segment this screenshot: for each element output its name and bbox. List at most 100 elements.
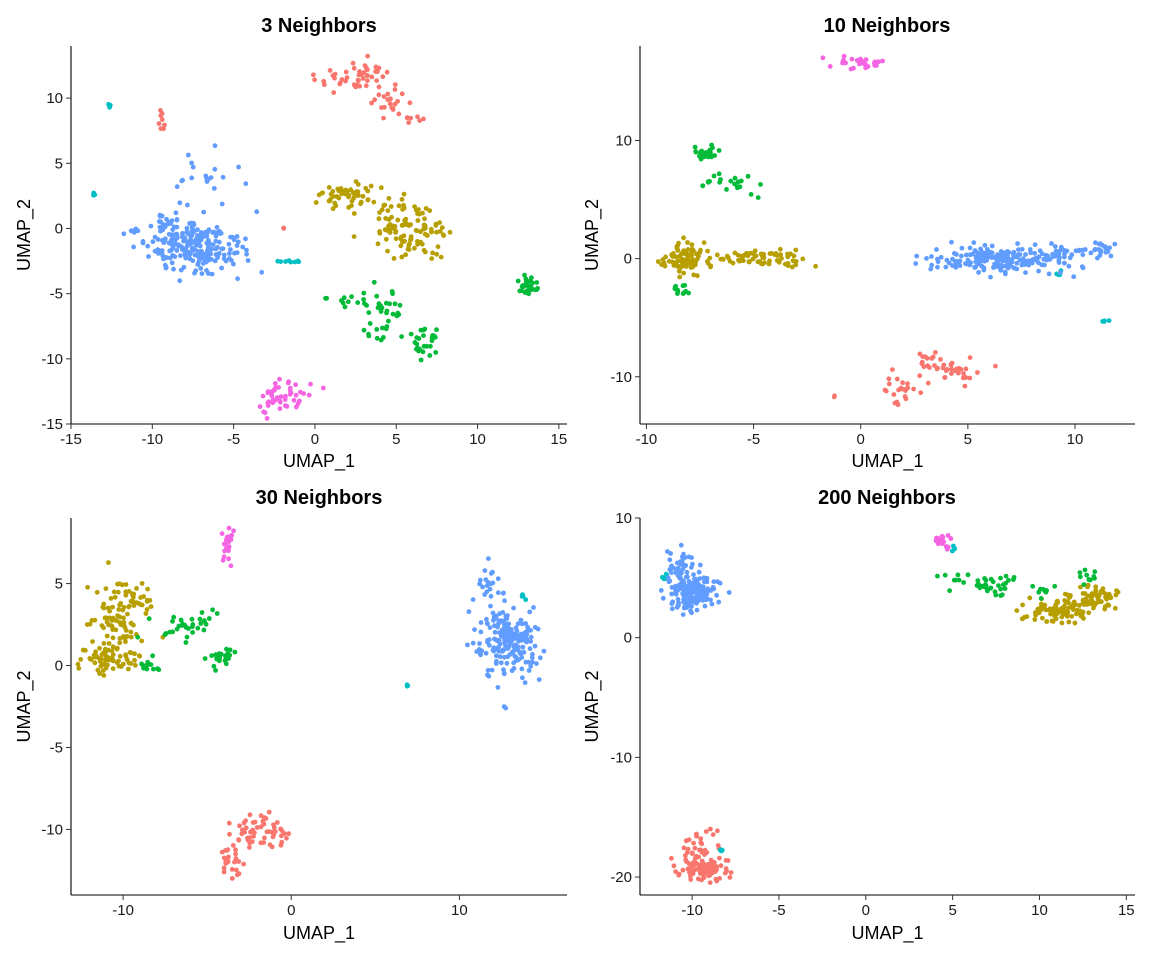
x-tick-label: 5: [392, 431, 400, 448]
data-point: [209, 653, 215, 659]
data-point: [381, 203, 387, 208]
data-point: [222, 542, 228, 547]
data-point: [920, 354, 926, 359]
data-point: [863, 57, 869, 62]
data-point: [365, 78, 370, 83]
data-point: [752, 248, 758, 254]
data-point: [101, 601, 107, 607]
x-tick-label: 10: [1031, 902, 1048, 919]
data-point: [1032, 242, 1038, 248]
data-point: [673, 869, 678, 874]
data-point: [1058, 270, 1063, 275]
data-point: [972, 264, 977, 270]
data-point: [490, 569, 495, 575]
data-point: [516, 657, 521, 663]
data-point: [264, 416, 270, 421]
data-point: [203, 621, 209, 627]
data-point: [170, 227, 176, 233]
data-point: [1085, 593, 1091, 599]
data-point: [217, 228, 222, 234]
data-point: [219, 246, 225, 252]
data-point: [226, 556, 232, 562]
data-point: [363, 83, 369, 89]
y-tick-label: 10: [615, 133, 632, 150]
data-point: [973, 248, 978, 254]
data-point: [526, 668, 532, 673]
data-point: [528, 663, 534, 669]
data-point: [420, 349, 426, 355]
data-point: [685, 254, 691, 260]
data-point: [415, 218, 421, 223]
data-point: [494, 658, 499, 664]
data-point: [368, 183, 374, 189]
data-point: [234, 243, 240, 249]
data-point: [681, 270, 686, 276]
data-point: [739, 256, 745, 262]
data-point: [655, 259, 661, 264]
data-point: [132, 657, 138, 663]
data-point: [428, 343, 433, 349]
data-point: [379, 105, 384, 110]
data-point: [121, 231, 127, 237]
data-point: [276, 385, 281, 390]
data-point: [174, 224, 180, 230]
data-point: [660, 574, 665, 580]
data-point: [277, 398, 283, 404]
data-point: [1004, 254, 1010, 259]
data-point: [92, 617, 98, 623]
data-point: [973, 259, 979, 265]
data-point: [364, 73, 370, 78]
data-point: [286, 831, 292, 837]
data-point: [490, 580, 496, 586]
data-point: [180, 231, 185, 236]
data-point: [236, 164, 242, 170]
data-point: [167, 629, 173, 635]
data-point: [470, 597, 476, 602]
data-point: [220, 174, 226, 180]
data-point: [483, 577, 489, 582]
data-point: [244, 247, 249, 253]
data-point: [201, 627, 207, 633]
data-point: [339, 191, 345, 197]
data-point: [413, 228, 419, 233]
data-point: [424, 343, 430, 349]
data-point: [195, 260, 201, 266]
data-point: [1080, 597, 1086, 603]
data-point: [949, 371, 954, 376]
data-point: [135, 228, 141, 234]
data-point: [967, 262, 973, 268]
data-point: [691, 840, 696, 846]
data-point: [1069, 613, 1075, 619]
x-tick-label: -15: [60, 431, 82, 448]
data-point: [183, 238, 189, 244]
data-point: [673, 261, 679, 267]
data-point: [723, 866, 729, 871]
data-point: [245, 835, 250, 841]
data-point: [951, 543, 956, 549]
data-point: [520, 594, 526, 599]
data-point: [320, 385, 326, 391]
data-point: [106, 560, 111, 565]
data-point: [247, 845, 252, 850]
data-point: [961, 371, 966, 376]
x-tick-label: 10: [1067, 431, 1084, 448]
data-point: [351, 65, 357, 71]
data-point: [223, 537, 229, 543]
data-point: [145, 243, 151, 249]
data-point: [177, 278, 183, 284]
data-point: [247, 812, 253, 818]
x-tick-label: -10: [636, 431, 658, 448]
data-point: [519, 666, 525, 672]
data-point: [800, 256, 806, 262]
data-point: [1085, 582, 1091, 588]
data-point: [1096, 241, 1102, 247]
data-point: [1020, 256, 1026, 262]
data-point: [478, 620, 484, 625]
data-point: [234, 234, 240, 239]
data-point: [434, 229, 439, 235]
data-point: [178, 253, 183, 259]
data-point: [496, 618, 502, 623]
data-point: [1112, 241, 1118, 247]
data-point: [776, 259, 782, 265]
data-point: [976, 581, 981, 587]
